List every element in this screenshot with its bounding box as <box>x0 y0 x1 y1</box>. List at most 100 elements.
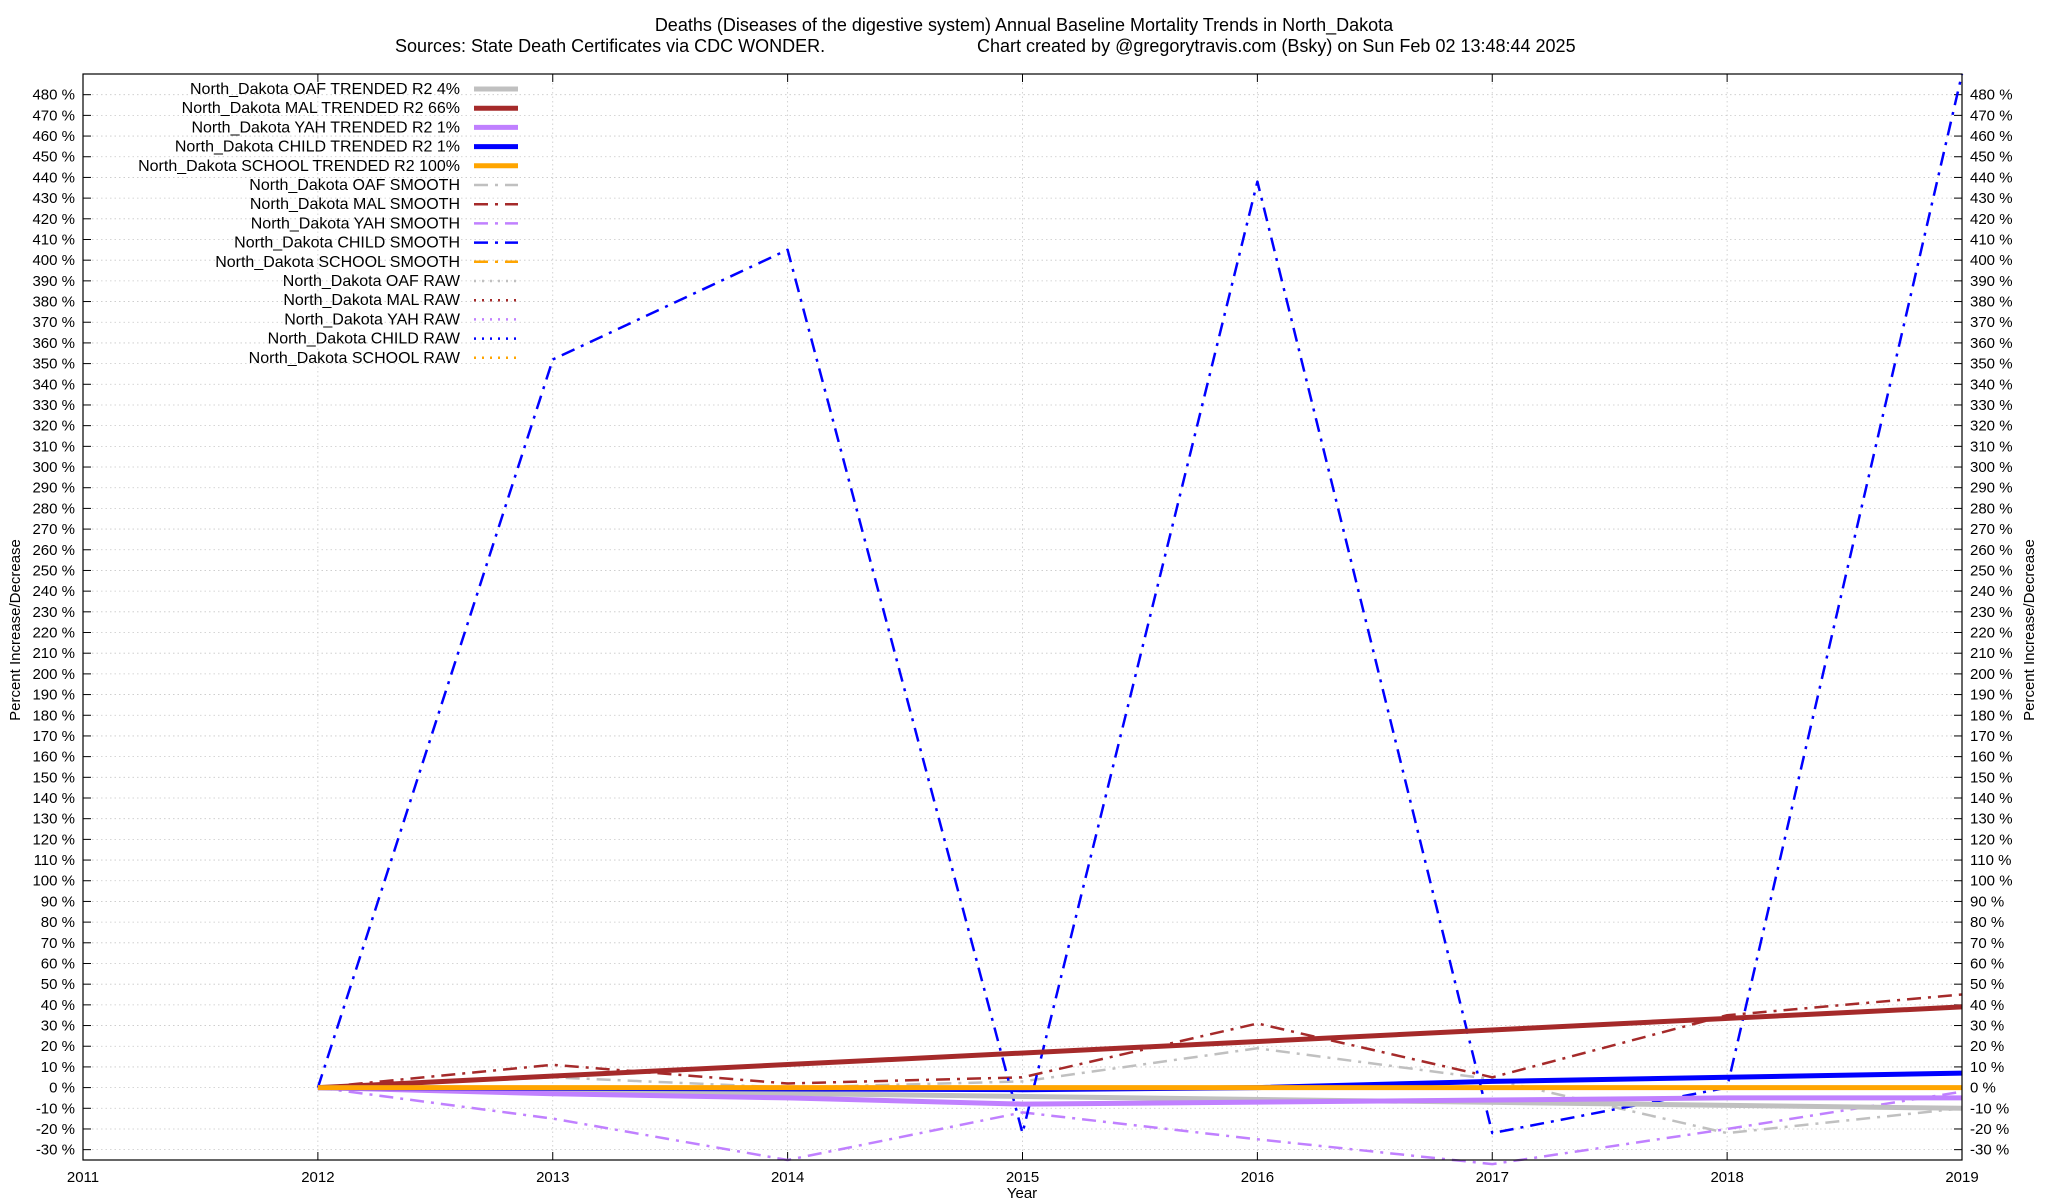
y-tick-label: 270 % <box>32 521 75 538</box>
y-tick-label: 160 % <box>32 749 75 766</box>
y2-tick-label: 220 % <box>1970 625 2013 642</box>
series-line-north-dakota-mal-trended-r2-66 <box>317 1004 1963 1091</box>
series-line-north-dakota-oaf-trended-r2-4 <box>317 1085 1963 1111</box>
legend-label: North_Dakota MAL SMOOTH <box>250 196 460 213</box>
y-tick-label: 150 % <box>32 769 75 786</box>
y2-tick-label: 310 % <box>1970 438 2013 455</box>
y-tick-label: 20 % <box>41 1038 75 1055</box>
y2-tick-label: 150 % <box>1970 769 2013 786</box>
y-tick-label: 360 % <box>32 335 75 352</box>
y-tick-label: 290 % <box>32 480 75 497</box>
legend-label: North_Dakota CHILD SMOOTH <box>234 235 460 252</box>
y-tick-label: 230 % <box>32 604 75 621</box>
y2-tick-label: 390 % <box>1970 273 2013 290</box>
y-tick-label: 260 % <box>32 542 75 559</box>
y-tick-label: 30 % <box>41 1018 75 1035</box>
y2-tick-label: -30 % <box>1970 1142 2009 1159</box>
x-tick-label: 2017 <box>1476 1169 1509 1186</box>
y-tick-label: 50 % <box>41 976 75 993</box>
y2-tick-label: -10 % <box>1970 1100 2009 1117</box>
y-tick-label: -30 % <box>36 1142 75 1159</box>
series-lines <box>316 73 1964 1166</box>
y-tick-label: 110 % <box>34 852 75 869</box>
y-tick-label: 330 % <box>32 397 75 414</box>
y2-tick-label: 110 % <box>1970 852 2011 869</box>
legend-label: North_Dakota OAF TRENDED R2 4% <box>190 81 460 98</box>
x-tick-label: 2011 <box>67 1169 99 1186</box>
y2-tick-label: 30 % <box>1970 1018 2004 1035</box>
y2-tick-label: 40 % <box>1970 997 2004 1014</box>
y-tick-label: 170 % <box>32 728 75 745</box>
y-tick-label: 90 % <box>41 893 75 910</box>
y2-tick-label: 0 % <box>1970 1080 1996 1097</box>
legend-label: North_Dakota OAF SMOOTH <box>249 177 460 194</box>
y-tick-label: 70 % <box>41 935 75 952</box>
y2-tick-label: 130 % <box>1970 811 2013 828</box>
x-tick-label: 2019 <box>1945 1169 1978 1186</box>
y2-tick-label: 80 % <box>1970 914 2004 931</box>
y-tick-label: 200 % <box>32 666 75 683</box>
legend-label: North_Dakota SCHOOL RAW <box>249 350 461 367</box>
y2-tick-label: 200 % <box>1970 666 2013 683</box>
y2-tick-label: 370 % <box>1970 314 2013 331</box>
y2-tick-label: 170 % <box>1970 728 2013 745</box>
y2-tick-label: 60 % <box>1970 955 2004 972</box>
y-tick-label: 410 % <box>32 231 75 248</box>
legend-label: North_Dakota YAH SMOOTH <box>251 215 460 232</box>
y2-tick-label: 430 % <box>1970 190 2013 207</box>
y2-tick-label: 260 % <box>1970 542 2013 559</box>
y2-tick-label: 330 % <box>1970 397 2013 414</box>
legend-label: North_Dakota OAF RAW <box>283 273 461 290</box>
y2-tick-label: 450 % <box>1970 149 2013 166</box>
legend-label: North_Dakota SCHOOL SMOOTH <box>215 254 460 271</box>
x-tick-label: 2018 <box>1710 1169 1743 1186</box>
y2-tick-label: 230 % <box>1970 604 2013 621</box>
y2-tick-label: 90 % <box>1970 893 2004 910</box>
y-tick-label: 250 % <box>32 562 75 579</box>
legend-label: North_Dakota CHILD RAW <box>268 331 461 348</box>
y2-tick-label: 240 % <box>1970 583 2013 600</box>
x-axis-title: Year <box>1007 1185 1037 1200</box>
y-tick-label: 460 % <box>32 128 75 145</box>
y-tick-label: 390 % <box>32 273 75 290</box>
y2-tick-label: 400 % <box>1970 252 2013 269</box>
y2-tick-label: 360 % <box>1970 335 2013 352</box>
y-tick-label: 380 % <box>32 294 75 311</box>
y2-tick-label: 470 % <box>1970 107 2013 124</box>
y-tick-label: 120 % <box>32 831 75 848</box>
y2-tick-label: 340 % <box>1970 376 2013 393</box>
y2-tick-label: 10 % <box>1970 1059 2004 1076</box>
y-tick-label: 100 % <box>32 873 75 890</box>
x-tick-label: 2015 <box>1006 1169 1039 1186</box>
y-tick-label: 210 % <box>32 645 75 662</box>
y-tick-label: 480 % <box>32 87 75 104</box>
y2-tick-label: 120 % <box>1970 831 2013 848</box>
x-tick-label: 2014 <box>771 1169 804 1186</box>
y-tick-label: 310 % <box>32 438 75 455</box>
y-tick-label: 220 % <box>32 625 75 642</box>
chart-title: Deaths (Diseases of the digestive system… <box>655 15 1394 36</box>
plot-frame <box>82 73 1963 1161</box>
y-axis-title: Percent Increase/Decrease <box>7 539 24 721</box>
y-tick-label: 470 % <box>32 107 75 124</box>
y-tick-label: 350 % <box>32 356 75 373</box>
y-tick-label: 190 % <box>32 687 75 704</box>
y2-tick-label: 380 % <box>1970 294 2013 311</box>
y2-tick-label: 50 % <box>1970 976 2004 993</box>
y-tick-label: 370 % <box>32 314 75 331</box>
legend-label: North_Dakota YAH RAW <box>284 311 461 328</box>
y-tick-label: 320 % <box>32 418 75 435</box>
y-tick-label: 340 % <box>32 376 75 393</box>
y2-tick-label: 420 % <box>1970 211 2013 228</box>
legend-label: North_Dakota SCHOOL TRENDED R2 100% <box>138 158 460 175</box>
y2-tick-label: 480 % <box>1970 87 2013 104</box>
y2-tick-label: 320 % <box>1970 418 2013 435</box>
x-tick-label: 2016 <box>1241 1169 1274 1186</box>
y-tick-label: 180 % <box>32 707 75 724</box>
y-tick-label: 140 % <box>32 790 75 807</box>
y2-tick-label: 100 % <box>1970 873 2013 890</box>
y2-tick-label: 190 % <box>1970 687 2013 704</box>
x-tick-label: 2013 <box>536 1169 569 1186</box>
y-tick-label: 450 % <box>32 149 75 166</box>
